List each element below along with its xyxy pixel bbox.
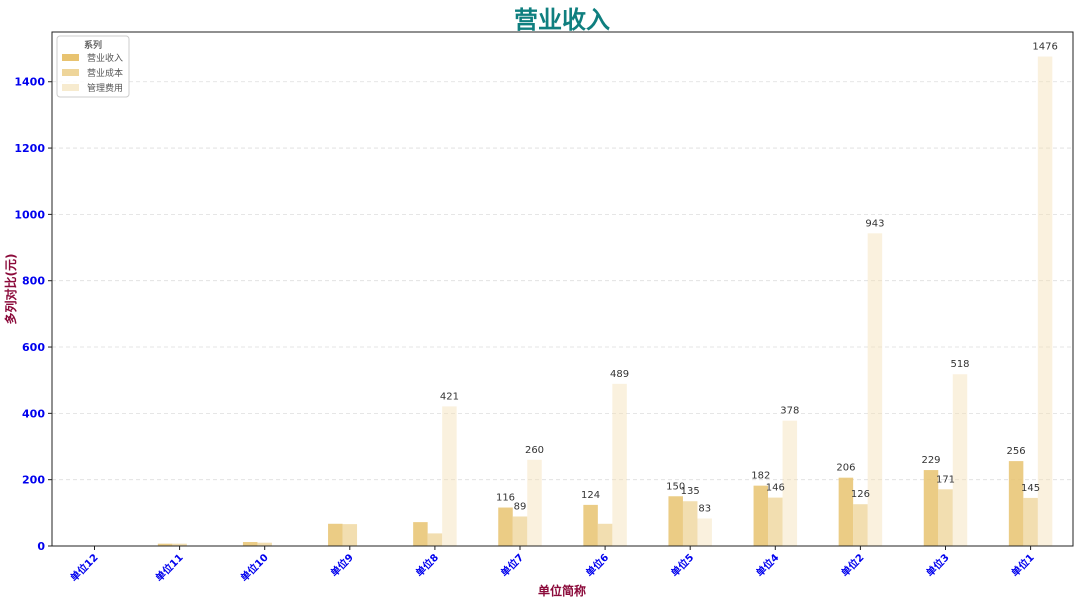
bars bbox=[73, 57, 1053, 546]
x-axis: 单位12 单位11 单位10 单位9 单位8 单位7 单位6 单位5 单位4 单位2 单位3 单位1 bbox=[67, 546, 1036, 584]
bar-series-0 bbox=[839, 478, 854, 546]
y-tick-label: 0 bbox=[37, 540, 45, 553]
bar-series-2 bbox=[1038, 57, 1053, 546]
x-tick-label: 单位12 bbox=[67, 551, 100, 584]
legend-label-series-2: 管理费用 bbox=[87, 82, 123, 94]
bar-series-2 bbox=[612, 384, 627, 546]
legend-swatch-series-0 bbox=[62, 54, 79, 61]
y-tick-label: 600 bbox=[22, 341, 45, 354]
plot-frame bbox=[52, 32, 1073, 546]
x-tick-label: 单位9 bbox=[328, 551, 356, 579]
bar-series-0 bbox=[1009, 461, 1024, 546]
bar-series-1 bbox=[683, 501, 698, 546]
x-axis-label: 单位简称 bbox=[538, 583, 586, 598]
bar-series-1 bbox=[853, 504, 868, 546]
data-label: 229 bbox=[921, 455, 940, 466]
x-tick-label: 单位7 bbox=[498, 551, 526, 579]
y-tick-label: 200 bbox=[22, 474, 45, 487]
data-label: 1476 bbox=[1032, 42, 1057, 53]
legend-swatch-series-1 bbox=[62, 69, 79, 76]
bar-series-0 bbox=[668, 496, 683, 546]
x-tick-label: 单位5 bbox=[668, 551, 696, 579]
data-label: 116 bbox=[496, 493, 515, 504]
x-tick-label: 单位10 bbox=[238, 551, 271, 584]
y-axis: 0 200 400 600 800 1000 1200 1400 bbox=[14, 76, 52, 553]
legend: 系列 营业收入 营业成本 管理费用 bbox=[57, 36, 129, 97]
legend-swatch-series-2 bbox=[62, 84, 79, 91]
x-tick-label: 单位8 bbox=[413, 551, 441, 579]
bar-series-2 bbox=[953, 374, 968, 546]
data-label: 421 bbox=[440, 391, 459, 402]
x-tick-label: 单位4 bbox=[753, 551, 781, 579]
legend-label-series-1: 营业成本 bbox=[87, 67, 123, 79]
y-tick-label: 800 bbox=[22, 275, 45, 288]
x-tick-label: 单位3 bbox=[923, 551, 951, 579]
bar-series-0 bbox=[583, 505, 598, 546]
data-label: 135 bbox=[681, 486, 700, 497]
x-tick-label: 单位11 bbox=[153, 551, 186, 584]
legend-title: 系列 bbox=[84, 39, 102, 51]
y-axis-label: 多列对比(元) bbox=[3, 254, 18, 325]
y-tick-label: 1200 bbox=[14, 142, 45, 155]
bar-series-1 bbox=[513, 516, 528, 546]
bar-series-0 bbox=[243, 542, 258, 546]
grid-lines bbox=[52, 82, 1073, 480]
data-label: 145 bbox=[1021, 483, 1040, 494]
data-label: 518 bbox=[950, 359, 969, 370]
legend-label-series-0: 营业收入 bbox=[87, 52, 123, 64]
bar-series-1 bbox=[343, 524, 358, 546]
bar-series-1 bbox=[938, 489, 953, 546]
x-tick-label: 单位2 bbox=[838, 551, 866, 579]
bar-series-1 bbox=[598, 524, 613, 546]
bar-series-0 bbox=[413, 522, 428, 546]
data-label: 171 bbox=[936, 474, 955, 485]
data-label: 124 bbox=[581, 490, 600, 501]
x-tick-label: 单位6 bbox=[583, 551, 611, 579]
y-tick-label: 1400 bbox=[14, 76, 45, 89]
x-tick-label: 单位1 bbox=[1008, 551, 1036, 579]
data-label: 489 bbox=[610, 369, 629, 380]
data-label: 83 bbox=[698, 503, 711, 514]
data-label: 260 bbox=[525, 445, 544, 456]
data-label: 146 bbox=[766, 483, 785, 494]
data-label: 378 bbox=[780, 406, 799, 417]
bar-series-1 bbox=[1023, 498, 1038, 546]
bar-series-0 bbox=[498, 508, 513, 546]
y-tick-label: 400 bbox=[22, 407, 45, 420]
chart-title: 营业收入 bbox=[514, 6, 610, 34]
data-label: 206 bbox=[836, 463, 855, 474]
data-label: 256 bbox=[1007, 446, 1026, 457]
bar-series-2 bbox=[527, 460, 542, 546]
y-tick-label: 1000 bbox=[14, 208, 45, 221]
bar-series-1 bbox=[768, 498, 783, 546]
bar-series-2 bbox=[442, 406, 457, 546]
bar-series-0 bbox=[328, 524, 343, 546]
bar-series-1 bbox=[428, 533, 443, 546]
data-label: 182 bbox=[751, 471, 770, 482]
data-label: 126 bbox=[851, 489, 870, 500]
data-label: 943 bbox=[865, 218, 884, 229]
bar-series-2 bbox=[697, 518, 712, 546]
data-label: 89 bbox=[514, 501, 527, 512]
bar-series-0 bbox=[754, 486, 769, 546]
